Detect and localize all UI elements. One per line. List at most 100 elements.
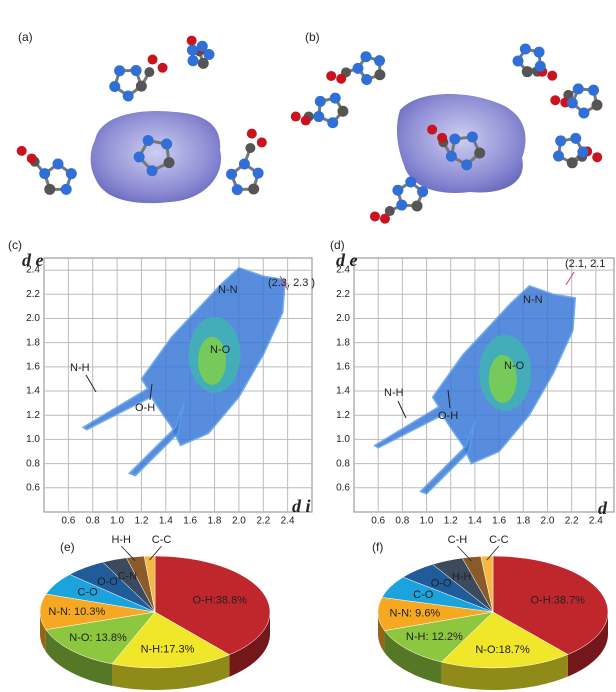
atom — [567, 157, 578, 168]
annotation: N-N — [218, 284, 238, 296]
x-tick-label: 1.0 — [110, 516, 124, 527]
atom — [446, 151, 457, 162]
atom — [353, 63, 364, 74]
y-tick-label: 1.6 — [26, 361, 40, 372]
atom — [522, 66, 533, 77]
annotation: (2.1, 2.1 — [565, 258, 605, 270]
atom — [203, 49, 214, 60]
y-axis-label: d e — [336, 250, 358, 270]
pie-value-label: :38.7% — [551, 594, 585, 606]
atom — [164, 157, 175, 168]
atom — [550, 95, 560, 105]
atom — [136, 81, 147, 92]
atom — [577, 146, 588, 157]
atom — [467, 131, 478, 142]
y-tick-label: 1.0 — [336, 434, 350, 445]
atom — [412, 200, 423, 211]
x-tick-label: 2.4 — [281, 516, 295, 527]
atom — [588, 85, 599, 96]
atom — [392, 185, 403, 196]
atom — [327, 117, 338, 128]
x-tick-label: 1.8 — [516, 516, 530, 527]
panel-label: (f) — [372, 540, 383, 554]
x-tick-label: 1.2 — [135, 516, 149, 527]
pie-category: O-H — [193, 594, 213, 606]
panel-label: (b) — [305, 30, 320, 44]
pie-category: C-C — [152, 534, 172, 546]
pie-value-label: : 12.2% — [425, 631, 463, 643]
x-tick-label: 1.2 — [444, 516, 458, 527]
atom — [461, 159, 472, 170]
y-tick-label: 1.8 — [336, 337, 350, 348]
pie-label: C-C — [489, 534, 509, 546]
pie-category: N-N — [48, 606, 68, 618]
y-tick-label: 0.6 — [26, 482, 40, 493]
atom — [336, 74, 346, 84]
atom — [474, 147, 485, 158]
atom — [187, 36, 197, 46]
x-tick-label: 0.6 — [61, 516, 75, 527]
y-axis-label: d e — [22, 250, 44, 270]
panel-label: (e) — [60, 540, 75, 554]
pie-value-label: :17.3% — [160, 643, 194, 655]
atom — [427, 125, 437, 135]
y-tick-label: 1.4 — [336, 386, 350, 397]
atom — [573, 83, 584, 94]
atom — [17, 146, 27, 156]
pie-category: N-H — [406, 631, 426, 643]
atom — [591, 100, 602, 111]
x-tick-label: 0.6 — [371, 516, 385, 527]
atom — [66, 168, 77, 179]
pie-value-label: : 13.8% — [89, 632, 127, 644]
atom — [360, 51, 371, 62]
x-tick-label: 1.6 — [492, 516, 506, 527]
y-tick-label: 1.0 — [26, 434, 40, 445]
atom — [301, 116, 311, 126]
atom — [248, 183, 259, 194]
atom — [61, 184, 72, 195]
x-tick-label: 0.8 — [86, 516, 100, 527]
atom — [555, 135, 566, 146]
annotation: N-O — [210, 344, 231, 356]
y-tick-label: 1.6 — [336, 361, 350, 372]
atom — [361, 74, 372, 85]
atom — [553, 151, 564, 162]
y-tick-label: 0.8 — [336, 458, 350, 469]
panel-label: (c) — [8, 238, 22, 252]
pie-value-label: :18.7% — [496, 644, 530, 656]
pie-category: N-O — [69, 632, 90, 644]
pie-category: O-O — [97, 576, 118, 588]
annotation: N-H — [384, 387, 404, 399]
atom — [109, 81, 120, 92]
pie-value-label: :38.8% — [213, 594, 247, 606]
atom — [520, 43, 531, 54]
pie-category: C-C — [489, 534, 509, 546]
atom — [313, 111, 324, 122]
pie-category: C-O — [413, 589, 434, 601]
annotation: (2.3, 2.3 ) — [268, 277, 315, 289]
hirshfeld-surface — [91, 111, 221, 203]
atom — [567, 97, 578, 108]
atom — [147, 165, 158, 176]
x-tick-label: 2.0 — [541, 516, 555, 527]
atom — [547, 71, 557, 81]
atom — [380, 214, 390, 224]
pie-category: H-H — [452, 571, 472, 583]
atom — [534, 47, 545, 58]
atom — [247, 129, 257, 139]
y-tick-label: 1.8 — [26, 337, 40, 348]
pie-label: N-O:18.7% — [475, 644, 530, 656]
hirshfeld-surface — [397, 94, 526, 193]
x-tick-label: 1.0 — [420, 516, 434, 527]
x-tick-label: 0.8 — [395, 516, 409, 527]
atom — [44, 184, 55, 195]
panel-label: (a) — [18, 30, 33, 44]
y-tick-label: 1.4 — [26, 386, 40, 397]
pie-label: N-N: 9.6% — [389, 607, 440, 619]
pie-label: H-H — [452, 571, 472, 583]
atom — [188, 55, 199, 66]
y-tick-label: 2.0 — [336, 313, 350, 324]
annotation: N-N — [523, 294, 543, 306]
pie-value-label: : 10.3% — [68, 606, 106, 618]
atom — [232, 184, 243, 195]
